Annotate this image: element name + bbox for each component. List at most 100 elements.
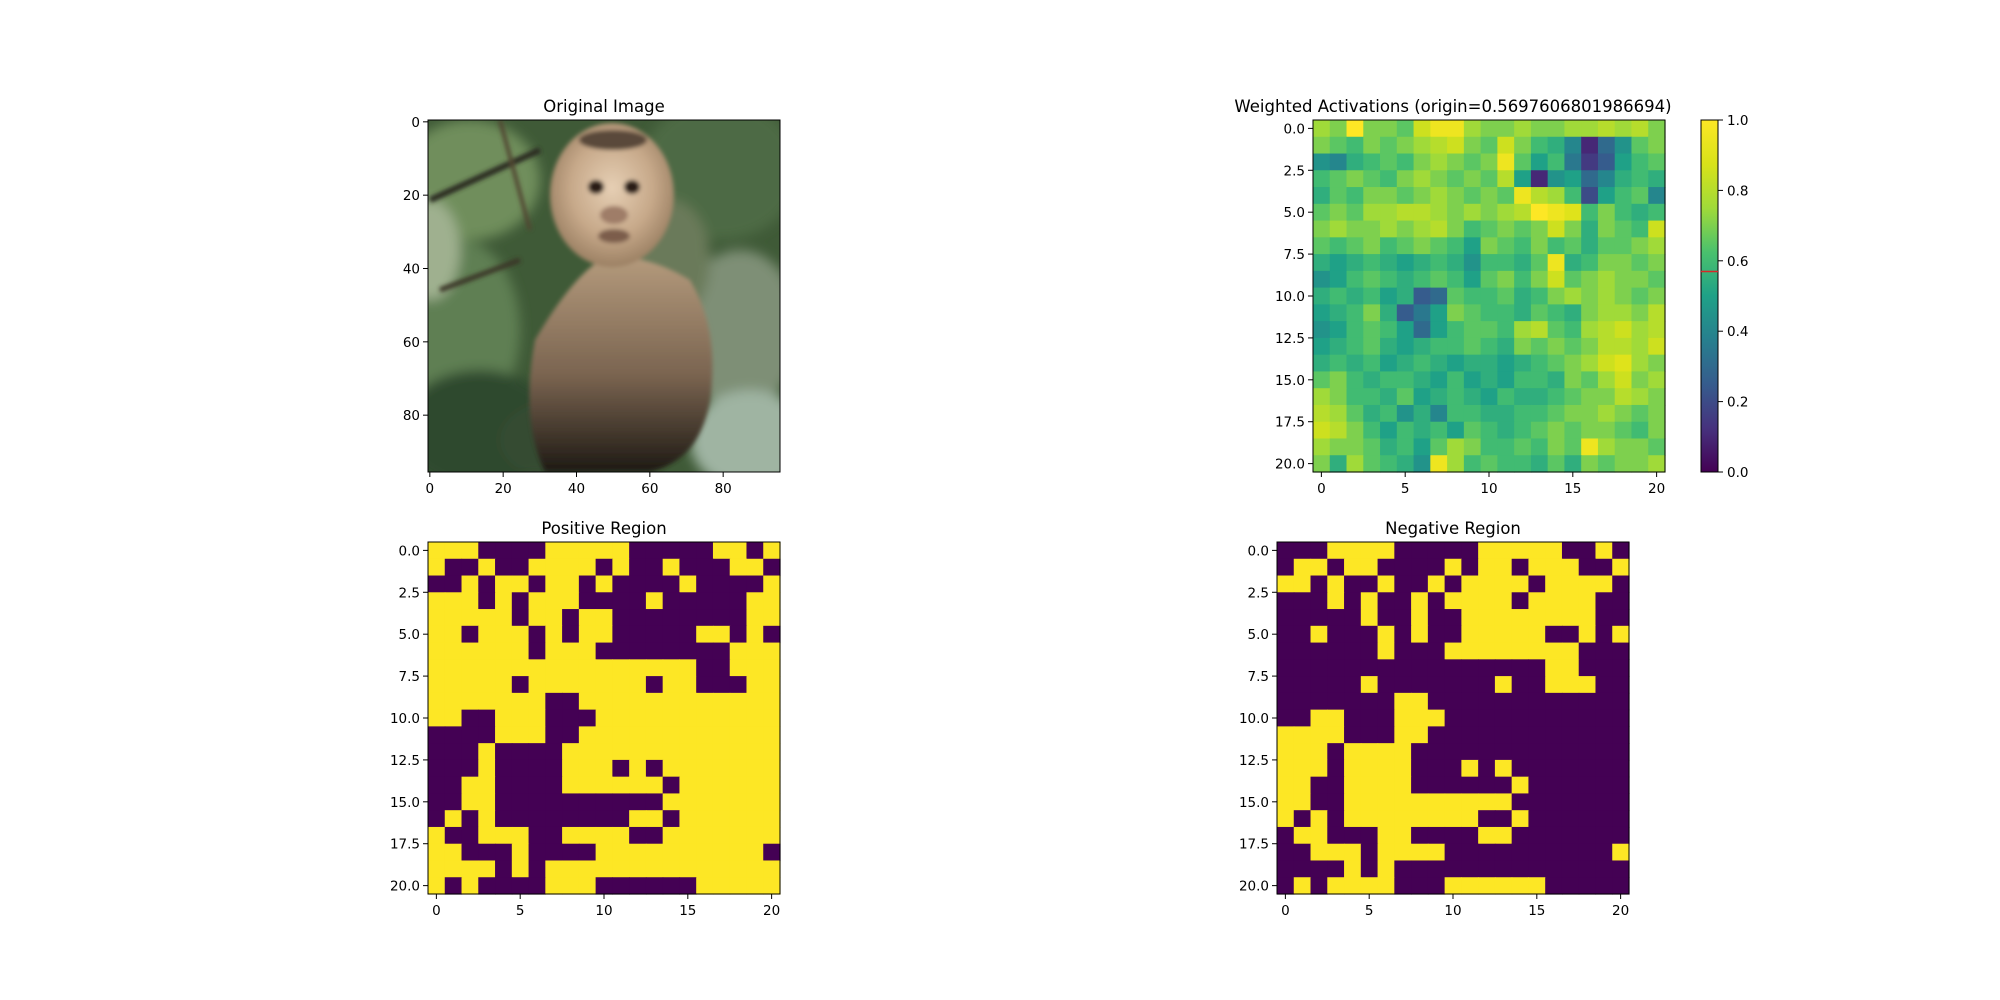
positive-region-cell <box>696 542 714 560</box>
negative-region-cell <box>1595 625 1613 644</box>
weighted-activation-cell <box>1463 203 1482 222</box>
positive-region-cell <box>645 709 664 727</box>
positive-region-cell <box>763 877 781 895</box>
negative-region-cell <box>1411 860 1429 878</box>
weighted-activation-cell <box>1329 304 1348 322</box>
weighted-activation-cell <box>1514 455 1532 473</box>
positive-region-cell <box>578 843 597 862</box>
positive-region-cell <box>729 659 748 677</box>
weighted-activation-cell <box>1631 371 1649 389</box>
weighted-activation-cell <box>1648 136 1666 155</box>
negative-region-cell <box>1478 609 1496 627</box>
positive-region-cell <box>696 676 714 694</box>
positive-region-cell <box>478 659 496 677</box>
weighted-activation-cell <box>1614 220 1633 238</box>
weighted-activation-cell <box>1581 371 1599 389</box>
weighted-activation-cell <box>1447 203 1465 222</box>
positive-region-cell <box>662 826 681 845</box>
positive-region-cell <box>629 575 647 593</box>
positive-region-cell <box>428 843 446 862</box>
positive-region-cell <box>662 726 681 744</box>
weighted-activation-cell <box>1447 404 1465 423</box>
negative-region-cell <box>1277 575 1295 593</box>
weighted-activations-y-tick-label: 12.5 <box>1275 331 1305 347</box>
negative-region-cell <box>1394 726 1412 744</box>
weighted-activation-cell <box>1597 354 1616 373</box>
negative-region-cell <box>1293 592 1312 610</box>
weighted-activation-cell <box>1497 287 1515 305</box>
weighted-activation-cell <box>1363 455 1381 473</box>
negative-region-cell <box>1394 877 1412 895</box>
negative-region-cell <box>1377 625 1395 644</box>
positive-region-cell <box>679 877 697 895</box>
positive-region-cell <box>763 759 781 778</box>
weighted-activation-cell <box>1363 237 1381 255</box>
negative-region-cell <box>1545 558 1563 577</box>
weighted-activation-cell <box>1614 354 1633 373</box>
colorbar-tick-label: 0.8 <box>1727 183 1748 199</box>
negative-region-cell <box>1310 726 1328 744</box>
weighted-activation-cell <box>1396 337 1415 356</box>
weighted-activation-cell <box>1346 203 1364 222</box>
negative-region-cell <box>1511 625 1530 644</box>
negative-region-cell <box>1612 743 1630 761</box>
negative-region-cell <box>1595 860 1613 878</box>
weighted-activation-cell <box>1430 421 1448 440</box>
positive-region-cell <box>495 877 513 895</box>
negative-region-cell <box>1344 877 1362 895</box>
negative-region-cell <box>1595 659 1613 677</box>
negative-region-cell <box>1545 759 1563 778</box>
weighted-activation-cell <box>1363 404 1381 423</box>
positive-region-cell <box>495 642 513 660</box>
weighted-activation-cell <box>1514 321 1532 339</box>
negative-region-cell <box>1528 575 1546 593</box>
weighted-activation-cell <box>1480 170 1498 188</box>
negative-region-cell <box>1427 743 1446 761</box>
weighted-activation-cell <box>1396 321 1415 339</box>
weighted-activations-panel: Weighted Activations (origin=0.569760680… <box>1234 97 1671 497</box>
positive-region-cell <box>595 810 613 828</box>
positive-region-cell <box>645 558 664 577</box>
weighted-activation-cell <box>1514 304 1532 322</box>
positive-region-cell <box>495 709 513 727</box>
positive-region-y-tick-label: 10.0 <box>390 711 420 727</box>
positive-region-cell <box>595 625 613 644</box>
positive-region-cell <box>528 860 546 878</box>
positive-region-cell <box>595 776 613 795</box>
negative-region-cell <box>1561 810 1580 828</box>
positive-region-cell <box>444 826 463 845</box>
positive-region-cell <box>629 592 647 610</box>
negative-region-cell <box>1427 860 1446 878</box>
negative-region-cell <box>1394 709 1412 727</box>
weighted-activation-cell <box>1631 304 1649 322</box>
negative-region-cell <box>1528 625 1546 644</box>
weighted-activation-cell <box>1648 421 1666 440</box>
positive-region-cell <box>746 625 764 644</box>
positive-region-cell <box>444 877 463 895</box>
weighted-activation-cell <box>1396 438 1415 456</box>
negative-region-cell <box>1344 860 1362 878</box>
negative-region-cell <box>1427 592 1446 610</box>
weighted-activations-title: Weighted Activations (origin=0.569760680… <box>1234 97 1671 116</box>
positive-region-cell <box>428 676 446 694</box>
negative-region-cell <box>1360 726 1379 744</box>
negative-region-cell <box>1344 810 1362 828</box>
weighted-activation-cell <box>1581 187 1599 205</box>
positive-region-cell <box>645 692 664 711</box>
weighted-activation-cell <box>1430 404 1448 423</box>
positive-region-cell <box>662 793 681 811</box>
weighted-activation-cell <box>1413 203 1431 222</box>
positive-region-cell <box>428 743 446 761</box>
weighted-activation-cell <box>1329 287 1348 305</box>
negative-region-cell <box>1545 692 1563 711</box>
negative-region-cell <box>1327 826 1345 845</box>
positive-region-cell <box>578 776 597 795</box>
weighted-activation-cell <box>1329 371 1348 389</box>
negative-region-cell <box>1327 692 1345 711</box>
weighted-activation-cell <box>1547 404 1566 423</box>
weighted-activation-cell <box>1463 455 1482 473</box>
weighted-activation-cell <box>1463 438 1482 456</box>
positive-region-cell <box>662 810 681 828</box>
positive-region-cell <box>712 810 731 828</box>
weighted-activation-cell <box>1581 120 1599 138</box>
